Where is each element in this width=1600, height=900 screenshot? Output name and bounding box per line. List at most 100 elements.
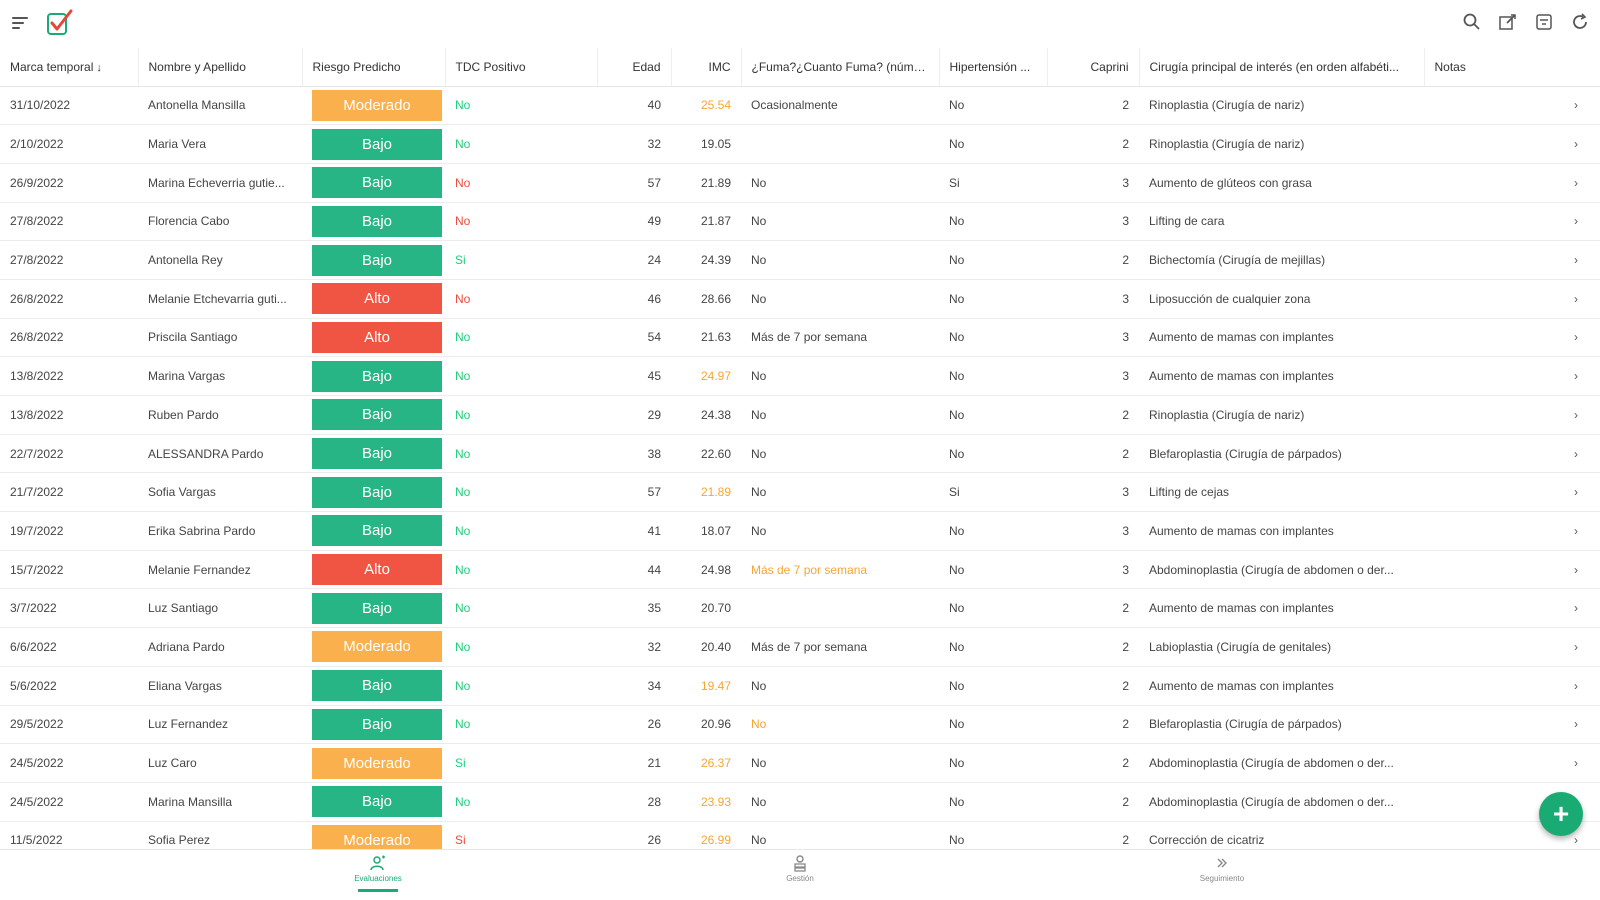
table-row[interactable]: 31/10/2022 Antonella Mansilla Moderado No 40…	[0, 86, 1600, 126]
sort-down-icon[interactable]: ↓	[96, 61, 102, 74]
refresh-icon[interactable]	[1570, 12, 1590, 32]
cell-nombre: Sofia Perez	[138, 821, 302, 849]
row-open-chevron-icon[interactable]: ›	[1424, 318, 1600, 358]
row-open-chevron-icon[interactable]: ›	[1424, 163, 1600, 203]
row-open-chevron-icon[interactable]: ›	[1424, 588, 1600, 629]
table-row[interactable]: 29/5/2022 Luz Fernandez Bajo No 26 20.96 No No 2…	[0, 705, 1600, 745]
row-open-chevron-icon[interactable]: ›	[1424, 86, 1600, 126]
row-open-chevron-icon[interactable]: ›	[1424, 511, 1600, 551]
table-row[interactable]: 19/7/2022 Erika Sabrina Pardo Bajo No 41 18.0…	[0, 511, 1600, 551]
table-row[interactable]: 22/7/2022 ALESSANDRA Pardo Bajo No 38 22.60 No…	[0, 434, 1600, 474]
row-open-chevron-icon[interactable]: ›	[1424, 434, 1600, 474]
cell-fecha: 2/10/2022	[0, 124, 138, 164]
table-row[interactable]: 13/8/2022 Ruben Pardo Bajo No 29 24.38 No No 2 Ri…	[0, 395, 1600, 435]
cell-imc: 20.40	[671, 627, 741, 667]
table-row[interactable]: 13/8/2022 Marina Vargas Bajo No 45 24.97 No No 3…	[0, 356, 1600, 396]
cell-caprini: 2	[1047, 434, 1139, 474]
table-row[interactable]: 11/5/2022 Sofia Perez Moderado Si 26 26.99 No N…	[0, 821, 1600, 849]
cell-riesgo: Bajo	[302, 511, 445, 551]
cell-fecha: 26/8/2022	[0, 318, 138, 358]
risk-badge: Alto	[312, 321, 442, 353]
nav-tab-evaluaciones[interactable]: Evaluaciones	[318, 854, 438, 892]
column-header-hipertension[interactable]: Hipertensión ...	[939, 48, 1048, 87]
cell-caprini: 3	[1047, 318, 1139, 358]
table-body: 31/10/2022 Antonella Mansilla Moderado No 40…	[0, 86, 1600, 849]
row-open-chevron-icon[interactable]: ›	[1424, 240, 1600, 280]
cell-cirugia: Lifting de cejas	[1139, 472, 1424, 513]
cell-fuma: No	[741, 666, 939, 706]
cell-cirugia: Abdominoplastia (Cirugía de abdomen o de…	[1139, 743, 1424, 783]
edit-icon[interactable]	[1498, 12, 1518, 32]
row-open-chevron-icon[interactable]: ›	[1424, 395, 1600, 435]
cell-edad: 44	[597, 550, 671, 590]
table-row[interactable]: 15/7/2022 Melanie Fernandez Alto No 44 24.98 M…	[0, 550, 1600, 590]
cell-cirugia: Blefaroplastia (Cirugía de párpados)	[1139, 705, 1424, 745]
menu-icon[interactable]	[12, 14, 30, 32]
cell-edad: 26	[597, 821, 671, 849]
row-open-chevron-icon[interactable]: ›	[1424, 202, 1600, 242]
column-header-fuma[interactable]: ¿Fuma?¿Cuanto Fuma? (núme...	[741, 48, 940, 87]
table-row[interactable]: 27/8/2022 Antonella Rey Bajo Si 24 24.39 No No 2…	[0, 240, 1600, 280]
table-row[interactable]: 24/5/2022 Luz Caro Moderado Si 21 26.37 No No 2 A…	[0, 743, 1600, 783]
filter-icon[interactable]	[1534, 12, 1554, 32]
cell-tdc: No	[445, 318, 597, 358]
cell-imc: 25.54	[671, 86, 741, 126]
table-row[interactable]: 26/8/2022 Priscila Santiago Alto No 54 21.63 M…	[0, 318, 1600, 358]
table-row[interactable]: 26/9/2022 Marina Echeverria gutie... Bajo N…	[0, 163, 1600, 203]
cell-caprini: 3	[1047, 279, 1139, 319]
cell-fecha: 13/8/2022	[0, 395, 138, 435]
cell-fuma: No	[741, 395, 939, 435]
search-icon[interactable]	[1462, 12, 1482, 32]
table-row[interactable]: 2/10/2022 Maria Vera Bajo No 32 19.05 No 2 Rinop…	[0, 124, 1600, 164]
column-header-caprini[interactable]: Caprini	[1047, 48, 1140, 87]
column-header-fecha[interactable]: Marca temporal ↓	[0, 48, 139, 87]
cell-nombre: ALESSANDRA Pardo	[138, 434, 302, 474]
column-header-riesgo[interactable]: Riesgo Predicho	[302, 48, 446, 87]
table-row[interactable]: 3/7/2022 Luz Santiago Bajo No 35 20.70 No 2 Aume…	[0, 588, 1600, 629]
chevrons-right-icon	[1217, 858, 1227, 868]
row-open-chevron-icon[interactable]: ›	[1424, 124, 1600, 164]
cell-imc: 24.98	[671, 550, 741, 590]
column-header-notas[interactable]: Notas	[1424, 48, 1600, 87]
cell-fuma: No	[741, 511, 939, 551]
add-evaluation-button[interactable]: +	[1539, 792, 1583, 836]
row-open-chevron-icon[interactable]: ›	[1424, 705, 1600, 745]
cell-tdc: Si	[445, 821, 597, 849]
cell-hipertension: No	[939, 588, 1047, 629]
table-row[interactable]: 26/8/2022 Melanie Etchevarria guti... Alto…	[0, 279, 1600, 319]
cell-imc: 21.89	[671, 163, 741, 203]
cell-fuma: No	[741, 434, 939, 474]
row-open-chevron-icon[interactable]: ›	[1424, 472, 1600, 513]
cell-caprini: 3	[1047, 550, 1139, 590]
column-header-edad[interactable]: Edad	[597, 48, 672, 87]
cell-hipertension: No	[939, 356, 1047, 396]
table-row[interactable]: 24/5/2022 Marina Mansilla Bajo No 28 23.93 No N…	[0, 782, 1600, 822]
cell-fecha: 6/6/2022	[0, 627, 138, 667]
cell-fecha: 3/7/2022	[0, 588, 138, 629]
column-header-imc[interactable]: IMC	[671, 48, 742, 87]
row-open-chevron-icon[interactable]: ›	[1424, 279, 1600, 319]
row-open-chevron-icon[interactable]: ›	[1424, 627, 1600, 667]
cell-edad: 45	[597, 356, 671, 396]
table-row[interactable]: 27/8/2022 Florencia Cabo Bajo No 49 21.87 No No…	[0, 202, 1600, 242]
table-row[interactable]: 5/6/2022 Eliana Vargas Bajo No 34 19.47 No No 2 A…	[0, 666, 1600, 706]
row-open-chevron-icon[interactable]: ›	[1424, 743, 1600, 783]
table-row[interactable]: 6/6/2022 Adriana Pardo Moderado No 32 20.40 Má…	[0, 627, 1600, 667]
cell-nombre: Sofia Vargas	[138, 472, 302, 513]
column-header-cirugia[interactable]: Cirugía principal de interés (en orden a…	[1139, 48, 1425, 87]
cell-fuma: No	[741, 821, 939, 849]
nav-tab-seguimiento[interactable]: Seguimiento	[1162, 854, 1282, 883]
row-open-chevron-icon[interactable]: ›	[1424, 356, 1600, 396]
column-header-nombre[interactable]: Nombre y Apellido	[138, 48, 303, 87]
nav-tab-gestion[interactable]: Gestión	[740, 854, 860, 883]
cell-cirugia: Bichectomía (Cirugía de mejillas)	[1139, 240, 1424, 280]
cell-cirugia: Abdominoplastia (Cirugía de abdomen o de…	[1139, 782, 1424, 822]
table-row[interactable]: 21/7/2022 Sofia Vargas Bajo No 57 21.89 No Si 3 L…	[0, 472, 1600, 513]
row-open-chevron-icon[interactable]: ›	[1424, 550, 1600, 590]
cell-fuma: No	[741, 163, 939, 203]
row-open-chevron-icon[interactable]: ›	[1424, 666, 1600, 706]
cell-hipertension: No	[939, 666, 1047, 706]
cell-riesgo: Bajo	[302, 588, 445, 629]
column-header-tdc[interactable]: TDC Positivo	[445, 48, 598, 87]
cell-hipertension: No	[939, 705, 1047, 745]
